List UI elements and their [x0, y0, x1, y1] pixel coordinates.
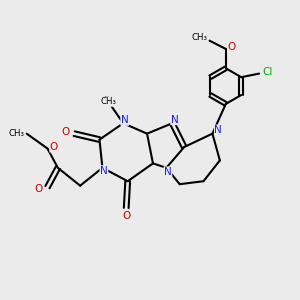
Text: CH₃: CH₃	[192, 33, 208, 42]
Text: N: N	[164, 167, 172, 177]
Text: N: N	[171, 115, 178, 125]
Text: N: N	[214, 125, 222, 135]
Text: Cl: Cl	[262, 67, 273, 77]
Text: CH₃: CH₃	[100, 97, 116, 106]
Text: N: N	[121, 115, 129, 125]
Text: O: O	[50, 142, 58, 152]
Text: methyl: methyl	[104, 95, 109, 97]
Text: O: O	[34, 184, 43, 194]
Text: O: O	[62, 127, 70, 137]
Text: CH₃: CH₃	[8, 129, 24, 138]
Text: O: O	[122, 211, 130, 221]
Text: N: N	[100, 166, 108, 176]
Text: O: O	[228, 43, 236, 52]
